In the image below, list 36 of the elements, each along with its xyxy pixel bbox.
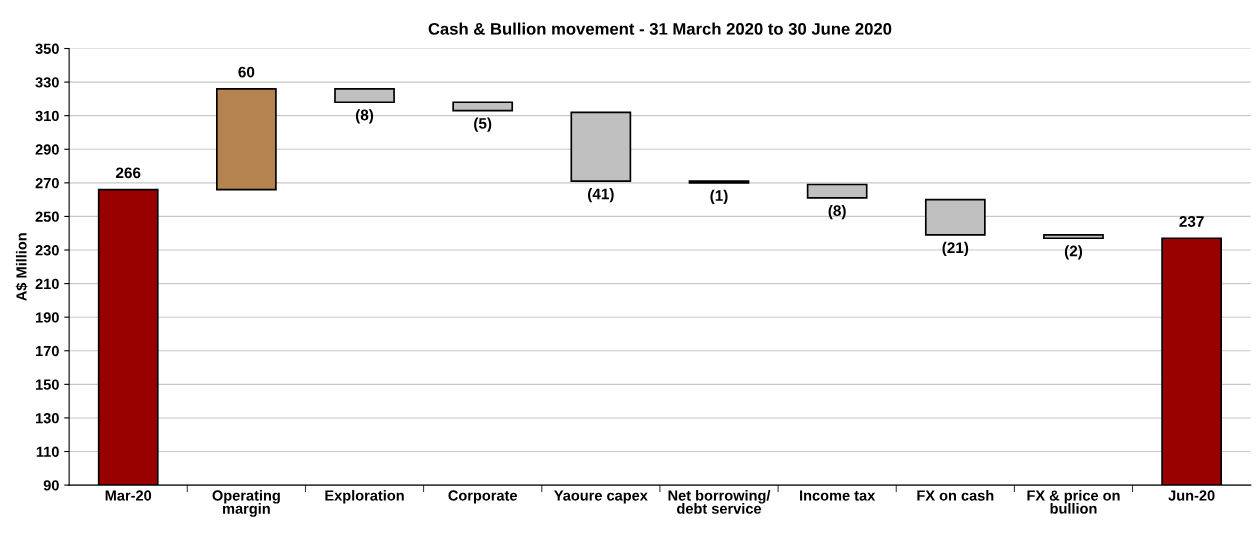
y-tick-label: 350 <box>35 43 59 54</box>
y-tick-label: 330 <box>35 77 59 88</box>
y-tick-label: 90 <box>43 480 59 491</box>
data-label: (21) <box>942 241 969 257</box>
data-label: (8) <box>828 204 846 220</box>
y-tick-label: 290 <box>35 144 59 155</box>
x-tick-label: Yaoure capex <box>554 490 648 504</box>
y-tick-label: 110 <box>36 446 59 457</box>
x-tick-label: FX on cash <box>917 489 994 501</box>
y-tick-label: 150 <box>36 379 59 390</box>
y-tick-label: 270 <box>35 177 59 189</box>
data-label: (41) <box>588 188 614 203</box>
x-tick-label: Mar-20 <box>105 490 152 501</box>
y-tick-label: 170 <box>36 345 59 357</box>
data-label: 266 <box>116 167 141 179</box>
y-axis-title: A$ Million <box>15 233 28 301</box>
data-label: (1) <box>710 189 728 205</box>
x-tick-label: Income tax <box>800 490 876 501</box>
y-tick-label: 190 <box>36 312 59 323</box>
data-label: (8) <box>355 109 374 124</box>
y-tick-label: 210 <box>35 278 59 290</box>
data-label: 237 <box>1179 216 1204 227</box>
x-tick-label: FX & price on bullion <box>1027 489 1120 514</box>
x-tick-label: Corporate <box>448 490 518 504</box>
data-label: (2) <box>1064 245 1083 260</box>
y-tick-label: 250 <box>35 211 59 222</box>
data-label: 60 <box>238 66 255 78</box>
x-tick-label: Exploration <box>325 489 404 504</box>
x-tick-label: Jun-20 <box>1168 490 1215 501</box>
x-tick-label: Operating margin <box>212 489 280 517</box>
y-tick-label: 310 <box>35 110 59 122</box>
data-label: (5) <box>474 117 492 132</box>
y-tick-label: 130 <box>36 413 59 424</box>
chart-title: Cash & Bullion movement - 31 March 2020 to 30 June 2020 <box>428 22 892 35</box>
y-tick-label: 230 <box>35 245 59 256</box>
x-tick-label: Net borrowing/ debt service <box>668 489 771 514</box>
